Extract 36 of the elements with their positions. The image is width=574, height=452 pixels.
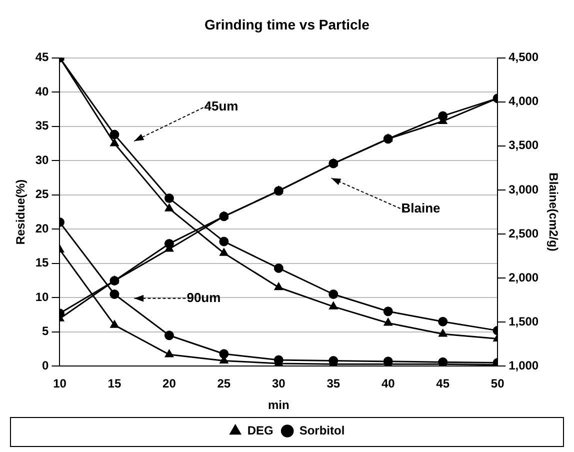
legend-label: DEG (247, 423, 274, 438)
y-tick-label: 25 (35, 187, 50, 202)
x-tick-label: 35 (326, 376, 340, 391)
y2-tick-label: 4,000 (508, 94, 539, 108)
y2-tick-label: 2,500 (508, 226, 539, 240)
y-tick-label: 40 (35, 84, 50, 98)
y-tick-label: 35 (35, 118, 50, 133)
y-tick-label: 20 (35, 221, 50, 236)
annotation: 90um (186, 290, 221, 305)
y-tick-label: 45 (35, 50, 50, 64)
annotation: Blaine (401, 200, 440, 216)
y2-tick-label: 2,000 (508, 270, 539, 284)
x-tick-label: 45 (436, 376, 450, 391)
x-tick-label: 20 (162, 376, 176, 391)
y2-tick-label: 4,500 (508, 50, 539, 64)
y2-tick-label: 1,500 (508, 314, 539, 328)
x-tick-label: 15 (108, 376, 122, 391)
y2-tick-label: 3,500 (508, 138, 539, 152)
y-tick-label: 15 (35, 256, 50, 270)
y-tick-label: 10 (35, 290, 50, 304)
y-tick-label: 0 (42, 358, 50, 373)
y2-tick-label: 3,000 (508, 182, 539, 196)
chart-title: Grinding time vs Particle (204, 16, 370, 32)
y2-tick-label: 1,000 (508, 358, 539, 373)
x-tick-label: 30 (272, 376, 286, 391)
y-tick-label: 5 (42, 324, 50, 338)
x-tick-label: 25 (217, 376, 231, 391)
x-axis-title: min (268, 398, 290, 412)
y-axis-title: Residue(%) (14, 179, 28, 245)
x-tick-label: 50 (490, 376, 505, 391)
y2-axis-title: Blaine(cm2/g) (546, 172, 560, 252)
legend-label: Sorbitol (299, 423, 345, 438)
x-tick-label: 10 (53, 376, 67, 391)
x-tick-label: 40 (381, 376, 396, 391)
annotation: 45um (204, 98, 238, 114)
y-tick-label: 30 (35, 152, 50, 167)
